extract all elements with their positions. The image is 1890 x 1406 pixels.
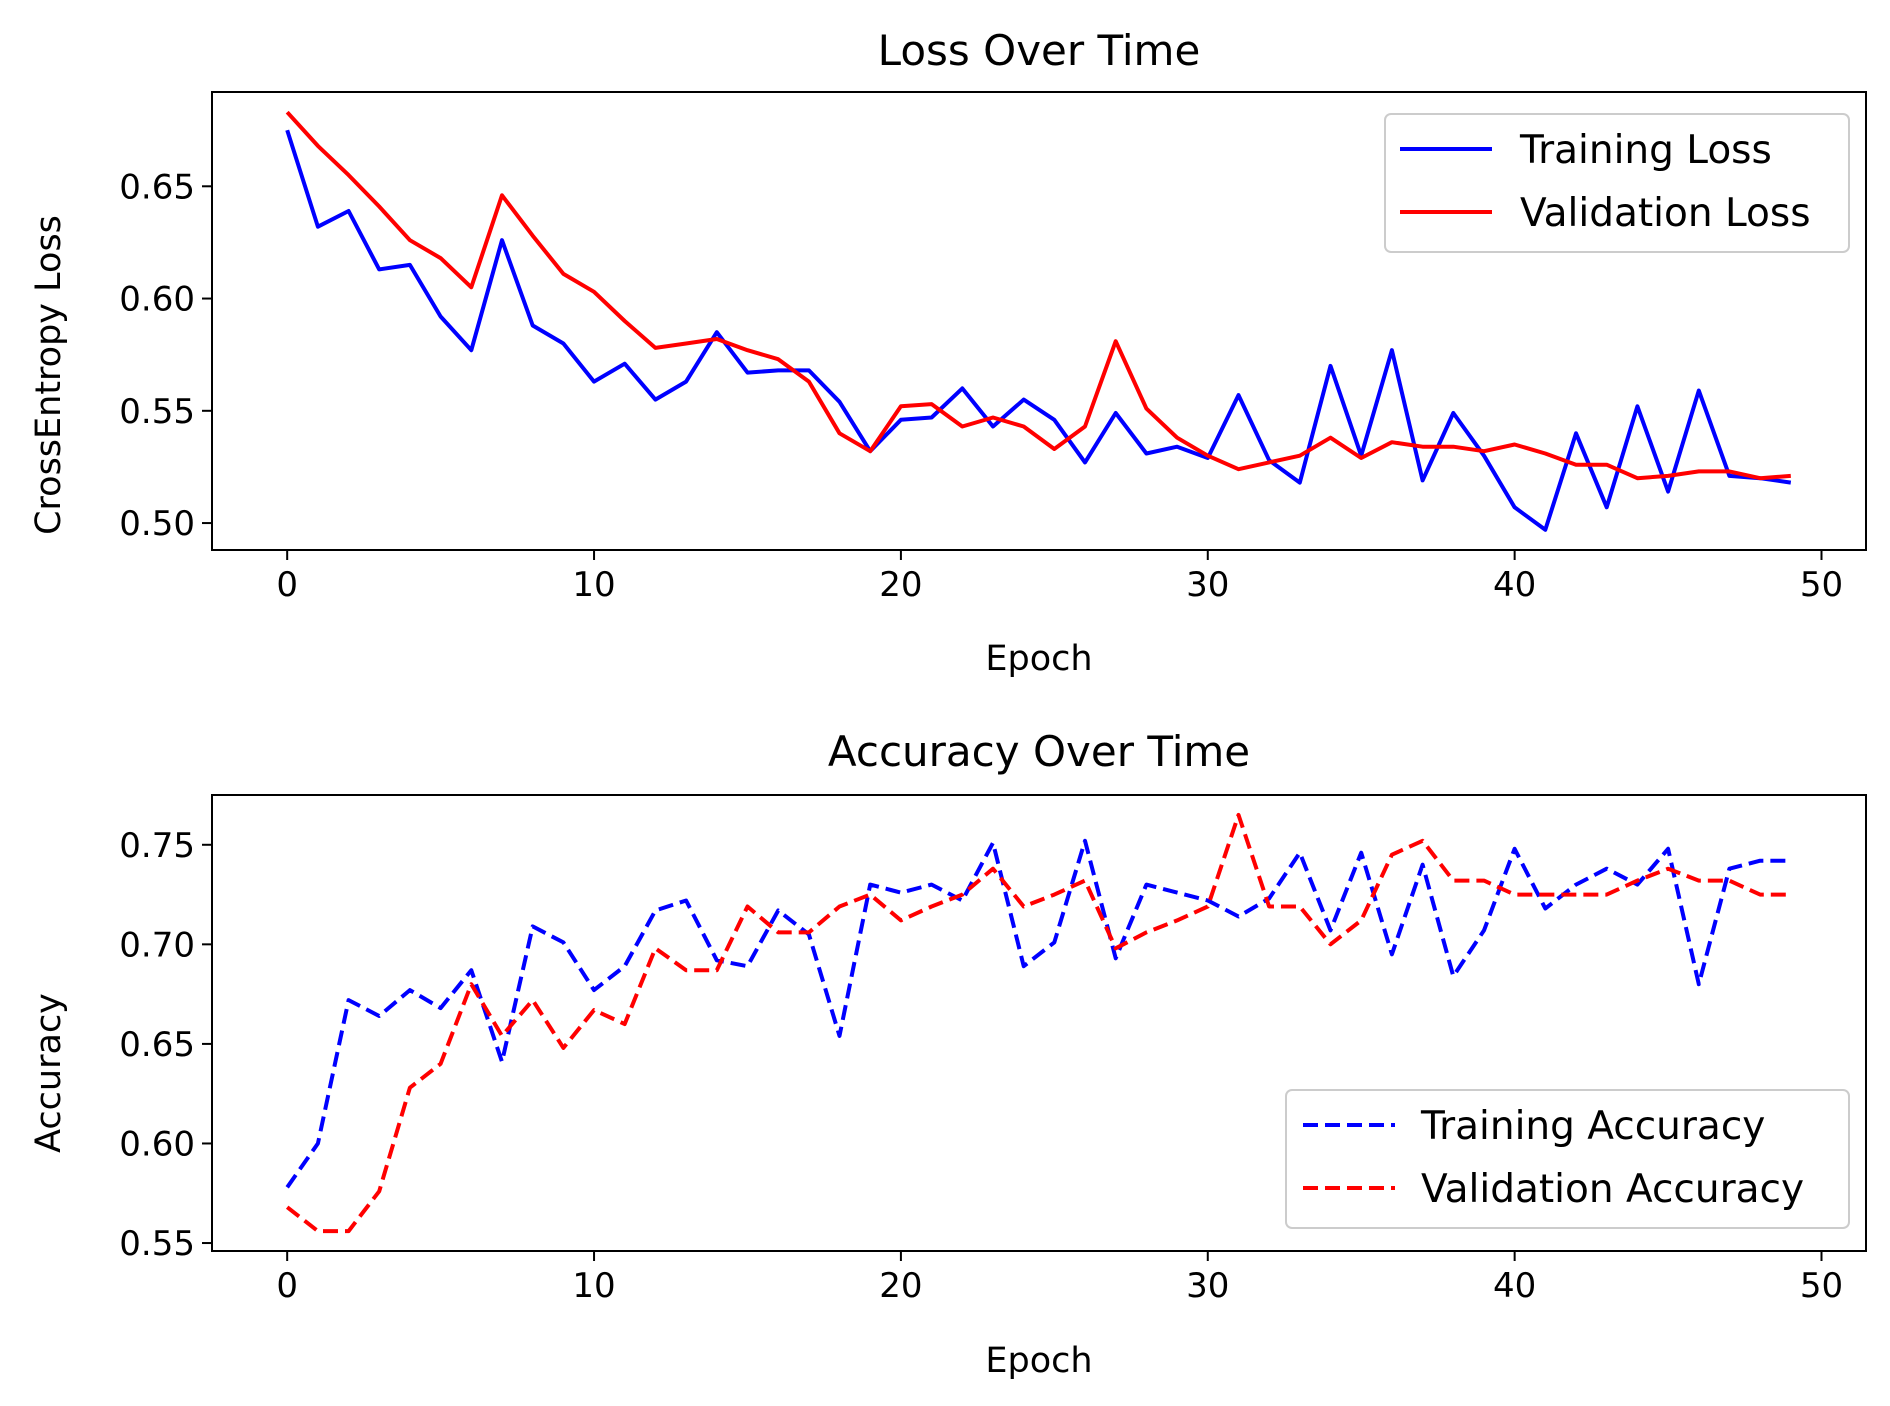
loss-xtick-label: 0 [276, 565, 298, 605]
loss-ytick-label: 0.60 [119, 280, 195, 320]
accuracy-series-line-validation [285, 812, 1791, 1234]
accuracy-xtick-label: 0 [276, 1266, 298, 1306]
loss-chart-plot-lines [285, 110, 1792, 532]
loss-legend-box [1384, 113, 1850, 253]
loss-ytick-label: 0.55 [119, 392, 195, 432]
loss-xtick-label: 50 [1800, 565, 1843, 605]
loss-ytick-label: 0.65 [119, 167, 195, 207]
accuracy-ytick-label: 0.70 [119, 925, 195, 965]
accuracy-ytick-label: 0.60 [119, 1124, 195, 1164]
accuracy-xtick-label: 30 [1186, 1266, 1229, 1306]
accuracy-chart-ylabel: Accuracy [29, 993, 69, 1153]
accuracy-xtick-label: 10 [572, 1266, 615, 1306]
accuracy-xtick-label: 40 [1493, 1266, 1536, 1306]
loss-xtick-label: 20 [879, 565, 922, 605]
accuracy-ytick-label: 0.75 [119, 826, 195, 866]
accuracy-series-line-training [285, 838, 1791, 1189]
loss-xtick-label: 30 [1186, 565, 1229, 605]
accuracy-chart-title: Accuracy Over Time [828, 727, 1250, 776]
accuracy-legend-label-validation: Validation Accuracy [1421, 1167, 1804, 1212]
loss-xtick-label: 10 [572, 565, 615, 605]
loss-series-line-validation [285, 110, 1791, 481]
loss-chart-title: Loss Over Time [878, 26, 1201, 75]
accuracy-chart-plot-lines [285, 812, 1791, 1234]
accuracy-legend-box [1285, 1089, 1850, 1229]
accuracy-chart-frame [211, 794, 1867, 1252]
loss-chart: Loss Over Time Epoch CrossEntropy Loss 0… [29, 26, 1867, 679]
accuracy-xtick-label: 20 [879, 1266, 922, 1306]
loss-chart-frame [211, 91, 1867, 551]
accuracy-chart-ticks: 0 10 20 30 40 50 0.55 0.60 0.65 0.70 0.75 [119, 826, 1843, 1306]
accuracy-ytick-label: 0.65 [119, 1025, 195, 1065]
accuracy-chart-xlabel: Epoch [985, 1341, 1092, 1381]
loss-legend-label-validation: Validation Loss [1520, 191, 1811, 236]
accuracy-chart: Accuracy Over Time Epoch Accuracy 0 10 20 3… [29, 727, 1867, 1381]
loss-chart-ylabel: CrossEntropy Loss [29, 215, 69, 535]
accuracy-ytick-label: 0.55 [119, 1224, 195, 1264]
loss-chart-xlabel: Epoch [985, 639, 1092, 679]
accuracy-legend-label-training: Training Accuracy [1420, 1104, 1765, 1149]
loss-series-line-training [285, 129, 1792, 532]
accuracy-xtick-label: 50 [1800, 1266, 1843, 1306]
loss-chart-ticks: 0 10 20 30 40 50 0.50 0.55 0.60 0.65 [119, 167, 1843, 605]
loss-chart-legend: Training Loss Validation Loss [1384, 113, 1850, 253]
loss-ytick-label: 0.50 [119, 504, 195, 544]
accuracy-chart-legend: Training Accuracy Validation Accuracy [1285, 1089, 1850, 1229]
loss-legend-label-training: Training Loss [1519, 128, 1772, 173]
loss-xtick-label: 40 [1493, 565, 1536, 605]
